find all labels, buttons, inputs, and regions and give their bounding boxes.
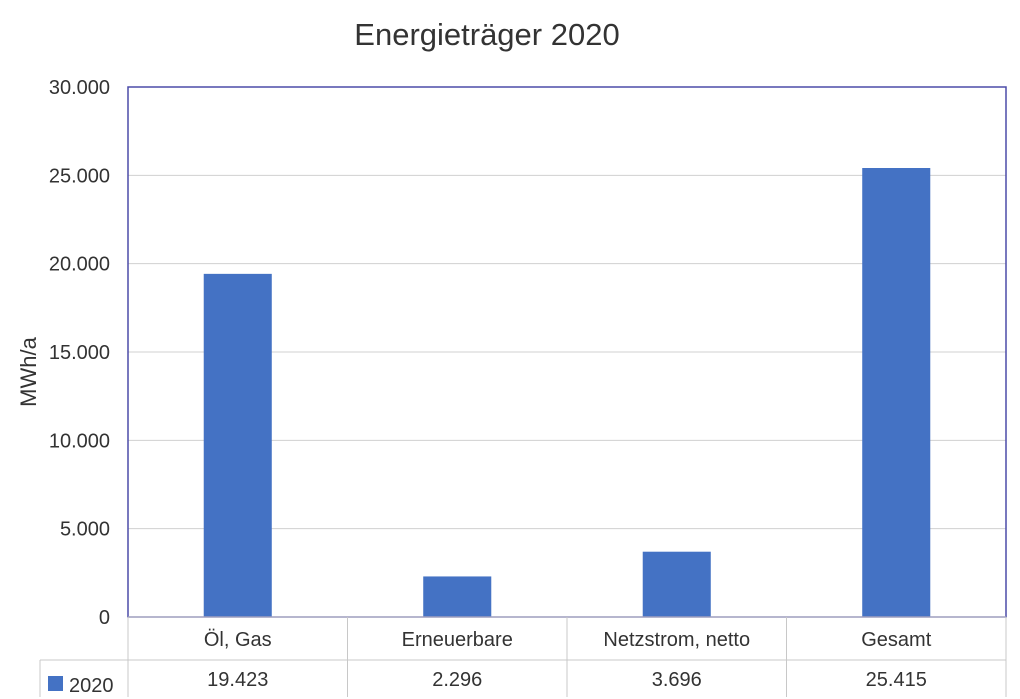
data-table: Öl, Gas Erneuerbare Netzstrom, netto Gesamt… [39,616,1007,697]
y-tick-label: 30.000 [49,77,110,99]
chart-title: Energieträger 2020 [354,17,619,52]
legend-label: 2020 [69,675,114,697]
category-label: Netzstrom, netto [603,629,750,651]
y-tick-label: 20.000 [49,254,110,276]
category-label: Gesamt [861,629,931,651]
y-tick-label: 15.000 [49,342,110,364]
bars [203,168,931,618]
y-tick-label: 25.000 [49,165,110,187]
y-tick-label: 0 [99,607,110,629]
category-label: Erneuerbare [402,629,513,651]
legend-swatch [48,676,63,691]
y-tick-label: 10.000 [49,430,110,452]
bar [423,576,492,617]
bar [862,168,931,618]
data-label: 25.415 [866,669,927,691]
y-tick-labels: 0 5.000 10.000 15.000 20.000 25.000 30.000 [49,77,110,629]
y-tick-label: 5.000 [60,519,110,541]
data-label: 2.296 [432,669,482,691]
bar [642,551,711,617]
gridlines [128,174,1006,530]
data-label: 19.423 [207,669,268,691]
data-label: 3.696 [652,669,702,691]
category-label: Öl, Gas [204,629,272,651]
y-axis-label: MWh/a [16,336,41,406]
bar [203,273,272,617]
